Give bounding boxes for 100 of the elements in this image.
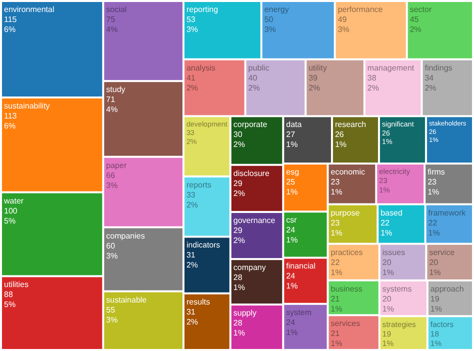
text: 1% <box>330 339 342 348</box>
text: 2% <box>233 188 245 198</box>
data-label: 19 <box>430 294 440 304</box>
text: 1% <box>286 236 298 245</box>
category-label: business <box>330 284 362 294</box>
category-label: system <box>286 308 312 317</box>
data-label: 33 <box>186 190 196 200</box>
data-label: 88 <box>4 290 14 300</box>
text: 3% <box>338 25 350 34</box>
data-label: 41 <box>186 73 196 82</box>
category-label: issues <box>382 248 406 257</box>
text: 2% <box>233 140 245 150</box>
text: 6% <box>4 25 16 34</box>
text: 1% <box>428 228 440 238</box>
category-label: social <box>106 5 127 14</box>
text: 1% <box>330 228 342 238</box>
text: 2% <box>186 83 198 92</box>
text: 2% <box>233 236 245 245</box>
text: 2% <box>367 83 379 92</box>
data-label: 26 <box>334 130 344 140</box>
category-label: governance <box>233 216 276 225</box>
data-label: 23 <box>330 218 340 228</box>
category-label: supply <box>233 308 256 318</box>
category-label: companies <box>106 231 145 240</box>
category-label: sustainability <box>4 101 50 110</box>
data-label: 113 <box>4 111 18 120</box>
text: 1% <box>286 140 298 150</box>
category-label: framework <box>428 208 467 218</box>
data-label: 22 <box>380 218 390 228</box>
data-label: 23 <box>330 178 340 187</box>
data-label: 20 <box>382 294 392 304</box>
data-label: 28 <box>233 318 243 328</box>
text: 2% <box>424 83 436 92</box>
text: 1% <box>233 328 245 338</box>
text: 5% <box>4 300 16 310</box>
data-label: 21 <box>330 329 340 338</box>
category-label: management <box>367 63 415 72</box>
category-label: systems <box>382 284 412 294</box>
category-label: utility <box>308 63 327 72</box>
category-label: water <box>3 196 24 206</box>
data-label: 100 <box>4 206 18 216</box>
text: 1% <box>382 268 394 277</box>
text: 1% <box>334 140 347 150</box>
category-label: purpose <box>330 208 360 218</box>
category-label: service <box>429 248 456 257</box>
text: 3% <box>106 180 118 190</box>
data-label: 30 <box>233 130 243 140</box>
category-label: analysis <box>186 63 216 72</box>
data-label: 24 <box>286 272 296 281</box>
data-label: 28 <box>233 273 243 282</box>
text: 2% <box>248 83 260 92</box>
data-label: 53 <box>186 15 196 24</box>
category-label: csr <box>286 216 298 225</box>
text: 1% <box>286 282 298 291</box>
data-label: 20 <box>429 258 439 267</box>
category-label: utilities <box>4 280 28 290</box>
data-label: 29 <box>233 178 243 188</box>
text: 2% <box>410 25 422 34</box>
category-label: public <box>248 63 270 72</box>
category-label: results <box>186 297 210 306</box>
text: 5% <box>4 216 16 226</box>
category-label: services <box>330 319 360 328</box>
text: 1% <box>430 304 442 314</box>
data-label: 75 <box>106 15 116 24</box>
text: 3% <box>264 25 276 34</box>
text: 4% <box>106 105 118 114</box>
data-label: 60 <box>106 241 116 250</box>
data-label: 34 <box>424 73 434 82</box>
text: 1% <box>380 228 392 238</box>
text: 1% <box>286 188 298 197</box>
category-label: financial <box>286 262 316 271</box>
data-label: 66 <box>106 170 116 180</box>
category-label: sustainable <box>106 295 148 304</box>
data-label: 55 <box>106 305 116 314</box>
data-label: 40 <box>248 73 258 82</box>
data-label: 50 <box>264 15 274 24</box>
data-label: 20 <box>382 258 392 267</box>
data-label: 49 <box>338 15 348 24</box>
category-label: environmental <box>4 5 54 14</box>
category-label: research <box>334 120 366 130</box>
data-label: 22 <box>428 218 438 228</box>
text: 1% <box>330 304 342 314</box>
data-label: 22 <box>330 258 340 267</box>
text: 2% <box>308 83 320 92</box>
text: 1% <box>286 328 298 337</box>
text: 1% <box>429 268 441 277</box>
category-label: economic <box>330 168 365 177</box>
text: 3% <box>186 25 198 34</box>
text: 6% <box>4 121 16 130</box>
data-label: 29 <box>233 226 243 235</box>
data-label: 23 <box>428 178 438 187</box>
category-label: sector <box>410 5 432 14</box>
category-label: reports <box>186 180 212 190</box>
category-label: data <box>286 120 302 130</box>
category-label: based <box>380 208 402 218</box>
category-label: approach <box>430 284 464 294</box>
data-label: 27 <box>286 130 296 140</box>
data-label: 25 <box>286 178 296 187</box>
category-label: study <box>106 85 126 94</box>
text: 1% <box>330 268 342 277</box>
